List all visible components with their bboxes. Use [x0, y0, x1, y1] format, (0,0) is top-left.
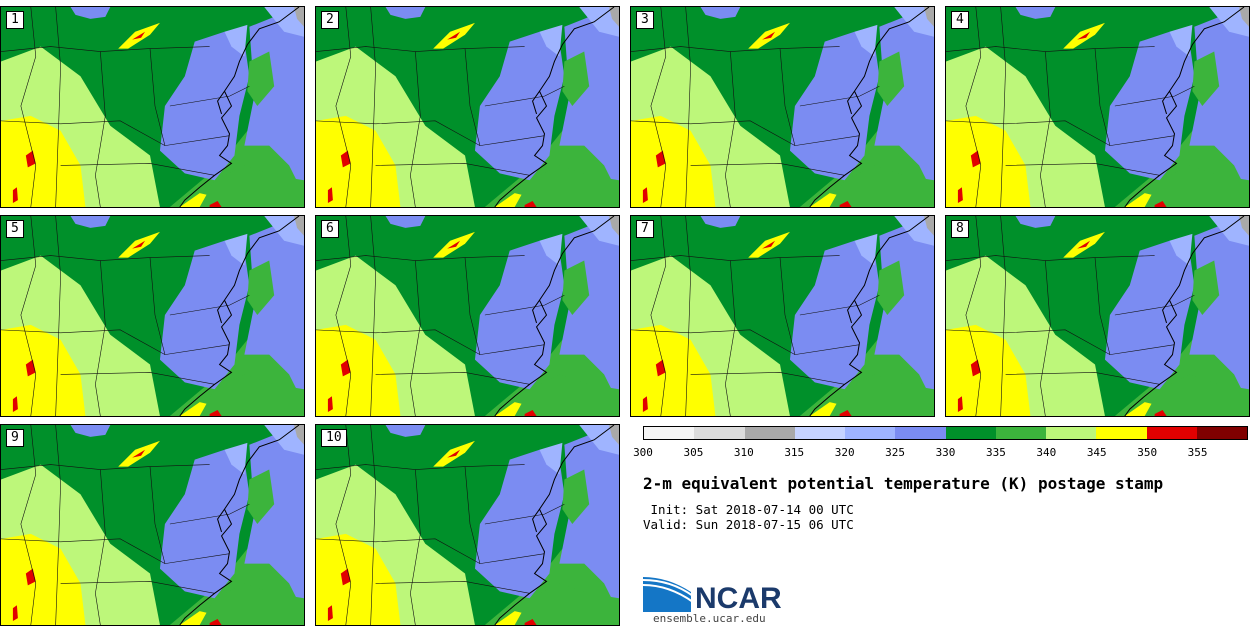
stamp-member-label: 10 — [321, 429, 347, 447]
postage-stamp-7: 7 — [630, 215, 935, 417]
postage-stamp-2: 2 — [315, 6, 620, 208]
colorbar-segment — [794, 427, 845, 439]
colorbar-tick: 350 — [1137, 446, 1158, 459]
colorbar-tick: 340 — [1036, 446, 1057, 459]
colorbar-tick: 325 — [885, 446, 906, 459]
stamp-member-label: 4 — [951, 11, 969, 29]
map-field — [631, 216, 934, 416]
colorbar-tick: 305 — [683, 446, 704, 459]
map-field — [316, 425, 619, 625]
stamp-member-label: 9 — [6, 429, 24, 447]
colorbar-tick: 345 — [1086, 446, 1107, 459]
init-time: Init: Sat 2018-07-14 00 UTC — [643, 502, 854, 517]
colorbar-tick: 300 — [633, 446, 653, 459]
map-field — [1, 216, 304, 416]
colorbar-segment — [644, 427, 695, 439]
map-field — [946, 7, 1249, 207]
ncar-logo[interactable]: NCAR — [643, 572, 793, 612]
colorbar-tick: 320 — [834, 446, 855, 459]
colorbar-segment — [945, 427, 996, 439]
postage-stamp-10: 10 — [315, 424, 620, 626]
postage-stamp-4: 4 — [945, 6, 1250, 208]
postage-stamp-6: 6 — [315, 215, 620, 417]
plot-title: 2-m equivalent potential temperature (K)… — [643, 474, 1164, 493]
colorbar-segment — [744, 427, 795, 439]
colorbar-tick: 355 — [1187, 446, 1208, 459]
postage-stamp-8: 8 — [945, 215, 1250, 417]
colorbar-segment — [895, 427, 946, 439]
map-field — [316, 7, 619, 207]
stamp-member-label: 5 — [6, 220, 24, 238]
stamp-member-label: 1 — [6, 11, 24, 29]
colorbar-segment — [1196, 427, 1247, 439]
postage-stamp-3: 3 — [630, 6, 935, 208]
postage-stamp-1: 1 — [0, 6, 305, 208]
postage-stamp-9: 9 — [0, 424, 305, 626]
colorbar-tick: 310 — [733, 446, 754, 459]
stamp-member-label: 6 — [321, 220, 339, 238]
map-field — [1, 7, 304, 207]
colorbar-segment — [1046, 427, 1097, 439]
colorbar-tick: 315 — [784, 446, 805, 459]
valid-time: Valid: Sun 2018-07-15 06 UTC — [643, 517, 854, 532]
colorbar-tick: 335 — [985, 446, 1006, 459]
stamp-member-label: 3 — [636, 11, 654, 29]
colorbar-segment — [995, 427, 1046, 439]
stamp-member-label: 7 — [636, 220, 654, 238]
site-url[interactable]: ensemble.ucar.edu — [653, 612, 766, 625]
colorbar-segment — [845, 427, 896, 439]
map-field — [1, 425, 304, 625]
map-field — [946, 216, 1249, 416]
colorbar — [643, 426, 1248, 440]
stamp-member-label: 8 — [951, 220, 969, 238]
map-field — [631, 7, 934, 207]
map-field — [316, 216, 619, 416]
postage-stamp-5: 5 — [0, 215, 305, 417]
colorbar-segment — [694, 427, 745, 439]
colorbar-segment — [1146, 427, 1197, 439]
colorbar-tick-labels: 300 305 310 315 320 325 330 335 340 345 350 355 — [633, 446, 1248, 460]
colorbar-segment — [1096, 427, 1147, 439]
stamp-member-label: 2 — [321, 11, 339, 29]
ncar-logo-text: NCAR — [695, 582, 782, 612]
colorbar-tick: 330 — [935, 446, 956, 459]
